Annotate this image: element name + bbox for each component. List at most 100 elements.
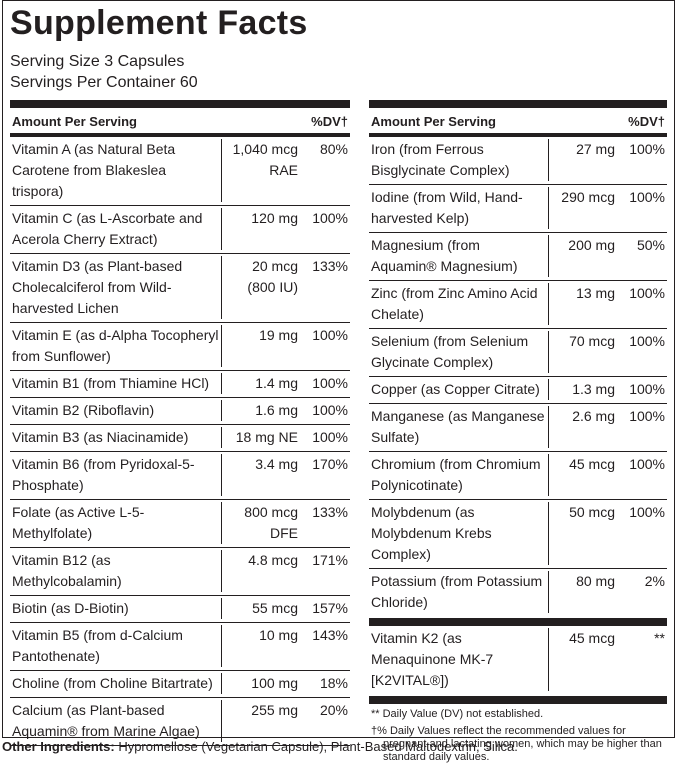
thick-rule xyxy=(369,100,667,108)
nutrient-amount: 1.6 mg xyxy=(221,400,304,421)
nutrient-dv: ** xyxy=(654,630,665,646)
nutrient-name: Vitamin B2 (Riboflavin) xyxy=(12,402,155,418)
nutrient-row: Manganese (as Manganese Sulfate) 2.6 mg 10… xyxy=(369,404,667,452)
nutrient-name: Selenium (from Selenium Glycinate Comple… xyxy=(371,333,529,370)
nutrient-name: Calcium (as Plant-based Aquamin® from Ma… xyxy=(12,702,200,739)
nutrient-dv: 100% xyxy=(312,429,348,445)
nutrient-name: Vitamin B1 (from Thiamine HCl) xyxy=(12,375,210,391)
nutrient-row: Folate (as Active L-5-Methylfolate) 800 m… xyxy=(10,500,350,548)
header-amount: Amount Per Serving xyxy=(12,114,137,129)
nutrient-row: Vitamin K2 (as Menaquinone MK-7 [K2VITAL… xyxy=(369,626,667,694)
nutrient-row: Vitamin D3 (as Plant-based Cholecalcifer… xyxy=(10,254,350,323)
nutrient-row: Choline (from Choline Bitartrate) 100 mg 1… xyxy=(10,671,350,698)
header-dv: %DV† xyxy=(311,114,348,129)
nutrient-dv: 143% xyxy=(312,627,348,643)
nutrient-dv: 80% xyxy=(319,141,348,157)
servings-per-container: Servings Per Container 60 xyxy=(10,74,198,91)
nutrient-name: Chromium (from Chromium Polynicotinate) xyxy=(371,456,541,493)
left-column: Amount Per Serving %DV† Vitamin A (as Natu… xyxy=(10,100,350,746)
nutrient-name: Biotin (as D-Biotin) xyxy=(12,600,129,616)
nutrient-row: Iodine (from Wild, Hand-harvested Kelp) 2… xyxy=(369,185,667,233)
nutrient-name: Iodine (from Wild, Hand-harvested Kelp) xyxy=(371,189,523,226)
header-dv: %DV† xyxy=(628,114,665,129)
serving-size: Serving Size 3 Capsules xyxy=(10,53,185,70)
nutrient-row: Molybdenum (as Molybdenum Krebs Complex)… xyxy=(369,500,667,569)
nutrient-name: Vitamin K2 (as Menaquinone MK-7 [K2VITAL… xyxy=(371,630,494,688)
nutrient-name: Copper (as Copper Citrate) xyxy=(371,381,540,397)
nutrient-name: Vitamin B6 (from Pyridoxal-5-Phosphate) xyxy=(12,456,195,493)
nutrient-dv: 50% xyxy=(636,237,665,253)
nutrient-amount: 13 mg xyxy=(548,283,621,325)
nutrient-dv: 157% xyxy=(312,600,348,616)
nutrient-name: Folate (as Active L-5-Methylfolate) xyxy=(12,504,145,541)
nutrient-row: Vitamin B6 (from Pyridoxal-5-Phosphate) 3… xyxy=(10,452,350,500)
nutrient-amount: 27 mg xyxy=(548,139,621,181)
nutrient-amount: 100 mg xyxy=(221,673,304,694)
nutrient-amount: 18 mg NE xyxy=(221,427,304,448)
nutrient-row: Chromium (from Chromium Polynicotinate) 4… xyxy=(369,452,667,500)
nutrient-dv: 100% xyxy=(312,375,348,391)
nutrient-name: Vitamin B12 (as Methylcobalamin) xyxy=(12,552,122,589)
thick-rule xyxy=(10,100,350,108)
header-row: Amount Per Serving %DV† xyxy=(369,108,667,133)
nutrient-amount: 1.3 mg xyxy=(548,379,621,400)
nutrient-amount: 80 mg xyxy=(548,571,621,613)
nutrient-name: Vitamin D3 (as Plant-based Cholecalcifer… xyxy=(12,258,183,316)
title: Supplement Facts xyxy=(10,4,308,42)
nutrient-amount: 1.4 mg xyxy=(221,373,304,394)
nutrient-amount: 19 mg xyxy=(221,325,304,367)
nutrient-amount: 3.4 mg xyxy=(221,454,304,496)
nutrient-row: Vitamin A (as Natural Beta Carotene from… xyxy=(10,137,350,206)
nutrient-row: Iron (from Ferrous Bisglycinate Complex)… xyxy=(369,137,667,185)
nutrient-amount: 200 mg xyxy=(548,235,621,277)
nutrient-amount: 50 mcg xyxy=(548,502,621,565)
nutrient-amount: 4.8 mcg xyxy=(221,550,304,592)
other-label: Other Ingredients: xyxy=(2,739,115,754)
nutrient-amount: 55 mcg xyxy=(221,598,304,619)
nutrient-name: Zinc (from Zinc Amino Acid Chelate) xyxy=(371,285,538,322)
nutrient-amount: 70 mcg xyxy=(548,331,621,373)
nutrient-dv: 100% xyxy=(629,504,665,520)
nutrient-name: Choline (from Choline Bitartrate) xyxy=(12,675,213,691)
nutrient-row: Vitamin B5 (from d-Calcium Pantothenate)… xyxy=(10,623,350,671)
nutrient-amount: 45 mcg xyxy=(548,454,621,496)
nutrient-dv: 170% xyxy=(312,456,348,472)
medium-rule xyxy=(10,133,350,137)
medium-rule xyxy=(369,133,667,137)
nutrient-dv: 20% xyxy=(319,702,348,718)
nutrient-amount: 290 mcg xyxy=(548,187,621,229)
nutrient-name: Vitamin C (as L-Ascorbate and Acerola Ch… xyxy=(12,210,203,247)
nutrient-row: Zinc (from Zinc Amino Acid Chelate) 13 mg… xyxy=(369,281,667,329)
thick-rule xyxy=(369,618,667,626)
nutrient-dv: 100% xyxy=(629,189,665,205)
nutrient-dv: 18% xyxy=(319,675,348,691)
nutrient-amount: 10 mg xyxy=(221,625,304,667)
nutrient-name: Iron (from Ferrous Bisglycinate Complex) xyxy=(371,141,510,178)
nutrient-name: Molybdenum (as Molybdenum Krebs Complex) xyxy=(371,504,492,562)
nutrient-row: Potassium (from Potassium Chloride) 80 mg… xyxy=(369,569,667,616)
nutrient-row: Vitamin E (as d-Alpha Tocopheryl from Su… xyxy=(10,323,350,371)
nutrient-dv: 133% xyxy=(312,258,348,274)
nutrient-dv: 100% xyxy=(312,327,348,343)
nutrient-name: Magnesium (from Aquamin® Magnesium) xyxy=(371,237,518,274)
other-ingredients: Other Ingredients: Hypromellose (Vegetar… xyxy=(2,739,518,754)
nutrient-row: Magnesium (from Aquamin® Magnesium) 200 m… xyxy=(369,233,667,281)
nutrient-row: Biotin (as D-Biotin) 55 mcg 157% xyxy=(10,596,350,623)
nutrient-dv: 100% xyxy=(312,210,348,226)
nutrient-row: Selenium (from Selenium Glycinate Comple… xyxy=(369,329,667,377)
nutrient-amount: 20 mcg (800 IU) xyxy=(221,256,304,319)
footnote: ** Daily Value (DV) not established. xyxy=(371,708,544,720)
nutrient-row: Vitamin B12 (as Methylcobalamin) 4.8 mcg 1… xyxy=(10,548,350,596)
nutrient-row: Vitamin C (as L-Ascorbate and Acerola Ch… xyxy=(10,206,350,254)
nutrient-row: Calcium (as Plant-based Aquamin® from Ma… xyxy=(10,698,350,746)
nutrient-row: Vitamin B2 (Riboflavin) 1.6 mg 100% xyxy=(10,398,350,425)
label-box xyxy=(2,0,675,738)
nutrient-amount: 255 mg xyxy=(221,700,304,742)
nutrient-amount: 120 mg xyxy=(221,208,304,250)
nutrient-name: Potassium (from Potassium Chloride) xyxy=(371,573,543,610)
nutrient-amount: 800 mcg DFE xyxy=(221,502,304,544)
nutrient-dv: 100% xyxy=(629,285,665,301)
nutrient-name: Vitamin B3 (as Niacinamide) xyxy=(12,429,189,445)
nutrient-amount: 45 mcg xyxy=(548,628,621,691)
nutrient-name: Vitamin B5 (from d-Calcium Pantothenate) xyxy=(12,627,183,664)
